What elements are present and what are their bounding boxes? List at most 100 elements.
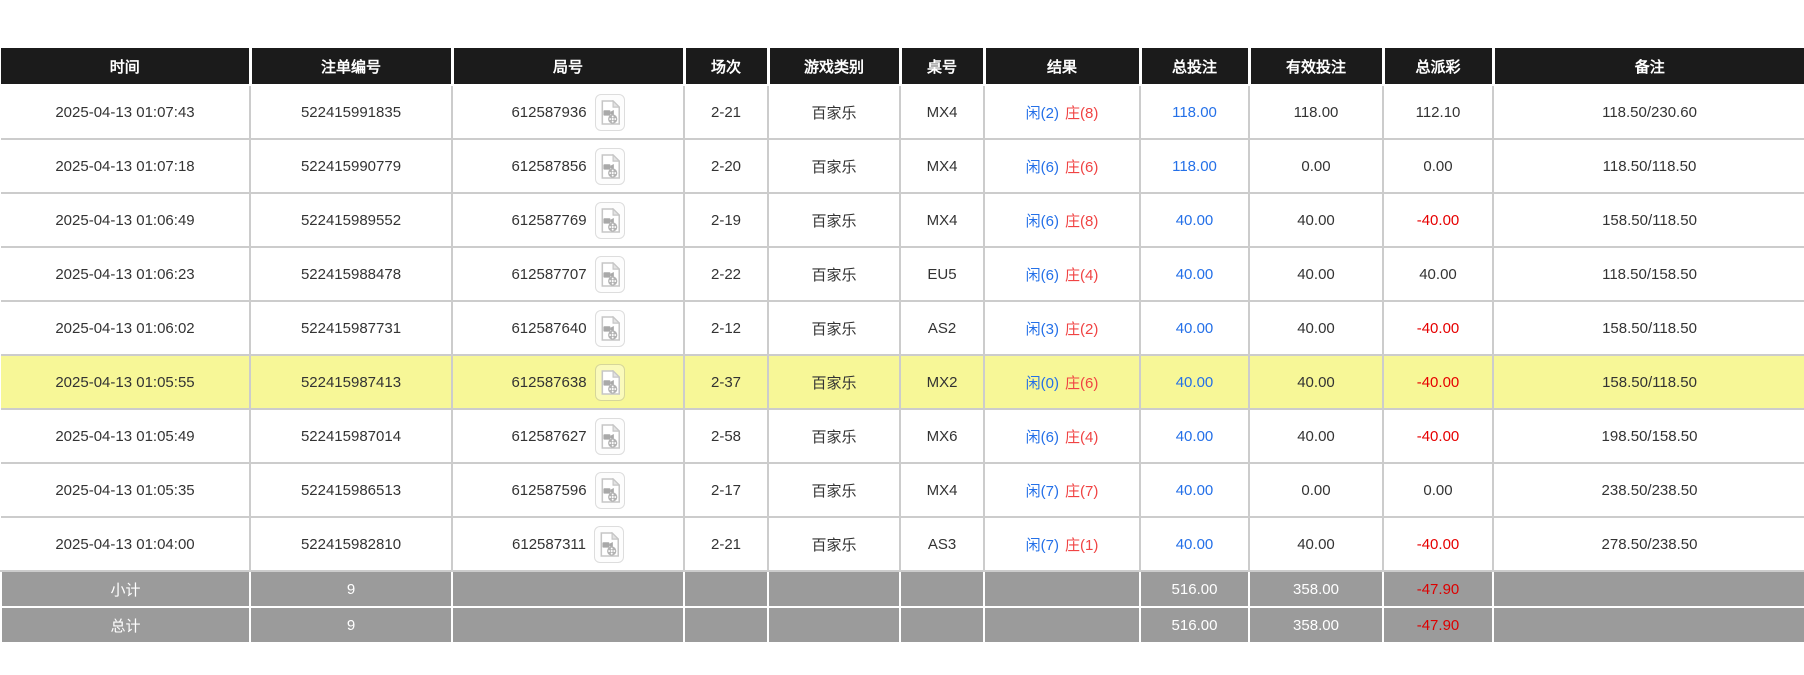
cell-round-no: 612587936 — [451, 84, 685, 140]
cell-session: 2-58 — [683, 408, 769, 464]
cell-game-type: 百家乐 — [767, 138, 901, 194]
table-row[interactable]: 2025-04-13 01:05:35 522415986513 6125875… — [1, 462, 1804, 518]
cell-round-no: 612587311 — [451, 516, 685, 572]
result-banker: 庄(1) — [1065, 536, 1099, 554]
cell-remark: 118.50/118.50 — [1492, 138, 1804, 194]
result-player: 闲(3) — [1025, 320, 1059, 338]
cell-total-bet[interactable]: 40.00 — [1139, 246, 1250, 302]
round-number: 612587640 — [511, 319, 587, 337]
cell-game-type: 百家乐 — [767, 84, 901, 140]
grand-total-label: 总计 — [0, 606, 251, 644]
video-replay-button[interactable] — [594, 471, 625, 509]
cell-round-no: 612587638 — [451, 354, 685, 410]
cell-bet-id: 522415988478 — [249, 246, 453, 302]
round-number: 612587638 — [511, 373, 587, 391]
cell-valid-bet: 40.00 — [1248, 408, 1384, 464]
subtotal-payout: -47.90 — [1382, 570, 1494, 608]
cell-bet-id: 522415982810 — [249, 516, 453, 572]
cell-valid-bet: 40.00 — [1248, 192, 1384, 248]
cell-bet-id: 522415987731 — [249, 300, 453, 356]
subtotal-count: 9 — [249, 570, 453, 608]
cell-total-bet[interactable]: 40.00 — [1139, 354, 1250, 410]
cell-time: 2025-04-13 01:05:55 — [1, 354, 251, 410]
video-replay-button[interactable] — [594, 417, 625, 455]
col-result: 结果 — [982, 48, 1140, 86]
cell-time: 2025-04-13 01:06:02 — [1, 300, 251, 356]
cell-table-no: MX4 — [899, 462, 985, 518]
subtotal-empty-cell — [983, 570, 1141, 608]
cell-round-no: 612587627 — [451, 408, 685, 464]
cell-game-type: 百家乐 — [767, 300, 901, 356]
result-player: 闲(0) — [1025, 374, 1059, 392]
col-game-type: 游戏类别 — [766, 48, 900, 86]
cell-total-bet[interactable]: 40.00 — [1139, 300, 1250, 356]
cell-table-no: MX4 — [899, 84, 985, 140]
cell-time: 2025-04-13 01:04:00 — [1, 516, 251, 572]
video-file-icon — [601, 477, 620, 503]
result-player: 闲(6) — [1025, 266, 1059, 284]
cell-round-no: 612587707 — [451, 246, 685, 302]
table-row[interactable]: 2025-04-13 01:06:02 522415987731 6125876… — [1, 300, 1804, 356]
cell-remark: 158.50/118.50 — [1492, 192, 1804, 248]
subtotal-empty-cell — [683, 570, 769, 608]
cell-valid-bet: 0.00 — [1248, 138, 1384, 194]
col-payout: 总派彩 — [1381, 48, 1493, 86]
subtotal-valid-bet: 358.00 — [1248, 570, 1384, 608]
header-row: 时间 注单编号 局号 场次 游戏类别 桌号 结果 总投注 有效投注 总派彩 备注 — [1, 48, 1804, 86]
cell-session: 2-37 — [683, 354, 769, 410]
col-total-bet: 总投注 — [1138, 48, 1249, 86]
video-replay-button[interactable] — [594, 93, 625, 131]
grand-total-count: 9 — [249, 606, 453, 644]
table-row[interactable]: 2025-04-13 01:07:18 522415990779 6125878… — [1, 138, 1804, 194]
subtotal-empty-cell — [451, 570, 685, 608]
result-banker: 庄(4) — [1065, 266, 1099, 284]
cell-valid-bet: 40.00 — [1248, 516, 1384, 572]
video-file-icon — [601, 153, 620, 179]
grand-total-valid-bet: 358.00 — [1248, 606, 1384, 644]
cell-round-no: 612587596 — [451, 462, 685, 518]
cell-remark: 198.50/158.50 — [1492, 408, 1804, 464]
video-replay-button[interactable] — [593, 525, 624, 563]
page-content: 时间 注单编号 局号 场次 游戏类别 桌号 结果 总投注 有效投注 总派彩 备注… — [0, 48, 1804, 644]
video-replay-button[interactable] — [594, 363, 625, 401]
table-row[interactable]: 2025-04-13 01:04:00 522415982810 6125873… — [1, 516, 1804, 572]
cell-remark: 278.50/238.50 — [1492, 516, 1804, 572]
result-banker: 庄(8) — [1065, 104, 1099, 122]
table-row[interactable]: 2025-04-13 01:06:49 522415989552 6125877… — [1, 192, 1804, 248]
video-replay-button[interactable] — [594, 255, 625, 293]
cell-time: 2025-04-13 01:07:18 — [1, 138, 251, 194]
cell-remark: 158.50/118.50 — [1492, 300, 1804, 356]
subtotal-empty-cell — [1492, 570, 1804, 608]
cell-game-type: 百家乐 — [767, 354, 901, 410]
table-row[interactable]: 2025-04-13 01:07:43 522415991835 6125879… — [1, 84, 1804, 140]
table-row[interactable]: 2025-04-13 01:05:49 522415987014 6125876… — [1, 408, 1804, 464]
cell-remark: 238.50/238.50 — [1492, 462, 1804, 518]
cell-total-bet[interactable]: 118.00 — [1139, 138, 1250, 194]
cell-total-bet[interactable]: 40.00 — [1139, 408, 1250, 464]
video-replay-button[interactable] — [594, 201, 625, 239]
cell-total-bet[interactable]: 40.00 — [1139, 462, 1250, 518]
cell-total-bet[interactable]: 118.00 — [1139, 84, 1250, 140]
cell-table-no: EU5 — [899, 246, 985, 302]
grand-total-total-bet: 516.00 — [1139, 606, 1250, 644]
cell-round-no: 612587640 — [451, 300, 685, 356]
video-replay-button[interactable] — [594, 147, 625, 185]
video-replay-button[interactable] — [594, 309, 625, 347]
col-session: 场次 — [682, 48, 768, 86]
cell-session: 2-21 — [683, 516, 769, 572]
video-file-icon — [601, 207, 620, 233]
cell-table-no: AS2 — [899, 300, 985, 356]
cell-valid-bet: 118.00 — [1248, 84, 1384, 140]
table-row[interactable]: 2025-04-13 01:06:23 522415988478 6125877… — [1, 246, 1804, 302]
cell-total-bet[interactable]: 40.00 — [1139, 192, 1250, 248]
round-number: 612587311 — [512, 535, 586, 553]
subtotal-label: 小计 — [0, 570, 251, 608]
table-row-highlighted[interactable]: 2025-04-13 01:05:55 522415987413 6125876… — [1, 354, 1804, 410]
round-number: 612587769 — [511, 211, 587, 229]
cell-total-bet[interactable]: 40.00 — [1139, 516, 1250, 572]
cell-bet-id: 522415987014 — [249, 408, 453, 464]
cell-bet-id: 522415990779 — [249, 138, 453, 194]
cell-remark: 118.50/230.60 — [1492, 84, 1804, 140]
cell-payout: 40.00 — [1382, 246, 1494, 302]
cell-time: 2025-04-13 01:06:23 — [1, 246, 251, 302]
